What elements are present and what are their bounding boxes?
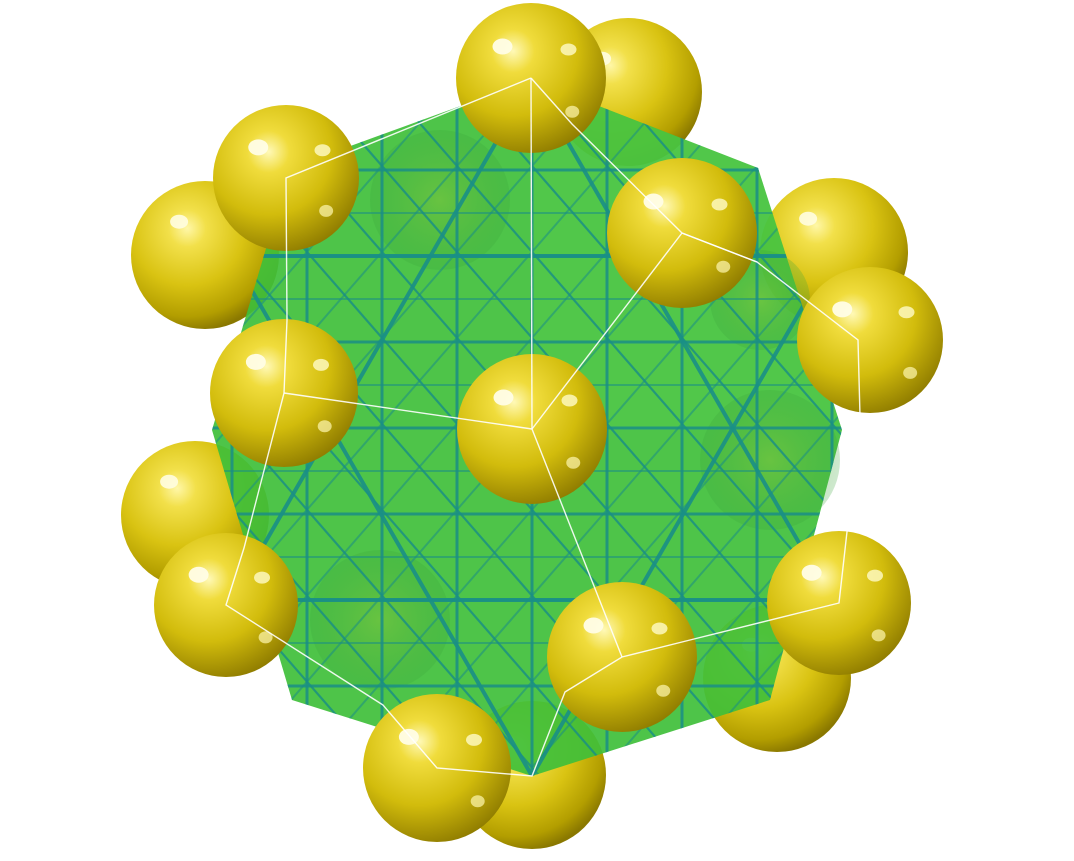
sphere-highlight [317,420,332,433]
lattice-line-diagonal [0,80,82,768]
inner-atom-shadow [370,130,510,270]
sphere-highlight [188,566,209,583]
sphere-highlight [560,43,577,56]
sphere-highlight [643,193,664,210]
sphere-highlight [566,456,581,469]
bond-line [531,428,623,658]
lattice-triangle [228,80,836,602]
sphere-highlight [313,358,329,371]
sphere-highlight [466,733,482,746]
sphere-highlight [565,105,580,118]
lattice-line-diagonal [681,80,842,769]
lattice-line-diagonal [907,80,1074,768]
sphere-highlight [651,622,668,635]
sphere-highlight [160,474,179,489]
sphere-highlight [493,389,514,406]
sphere-highlight [898,306,915,319]
lattice-line-diagonal [0,80,82,768]
sphere-highlight [170,214,189,229]
sphere-highlight [492,38,513,55]
bond-line [681,232,758,263]
sphere-highlight [801,564,822,581]
bond-line [531,232,683,430]
sphere-highlight [832,301,853,318]
lattice-line-diagonal [606,80,842,769]
sphere-highlight [258,631,273,644]
sphere-highlight [867,569,883,582]
sphere-highlight [903,366,918,379]
sphere-highlight [254,571,270,584]
lattice-line-diagonal [0,80,157,768]
lattice-line-diagonal [212,80,383,769]
lattice-line-diagonal [907,80,1074,768]
lattice-line-diagonal [0,80,7,768]
sphere-highlight [245,353,266,370]
lattice-line-diagonal [982,80,1074,768]
lattice-line-diagonal [212,80,458,769]
sphere-highlight [583,617,604,634]
sphere-highlight [716,260,731,273]
lattice-line-diagonal [982,80,1074,768]
lattice-line-diagonal [212,80,683,769]
bond-line [530,77,533,430]
sphere-highlight [871,629,886,642]
sphere-highlight [711,198,728,211]
lattice-line-diagonal [381,80,842,769]
inner-atom-shadow [310,550,450,690]
bond-lines [225,77,861,777]
atom-sphere [797,267,943,413]
sphere-highlight [799,211,818,226]
lattice-line-diagonal [0,80,7,768]
lattice-line-diagonal [1057,80,1074,768]
sphere-highlight [561,394,578,407]
sphere-highlight [248,139,269,156]
lattice-line-diagonal [1057,80,1074,768]
sphere-highlight [314,144,331,157]
sphere-highlight [470,795,485,808]
sphere-highlight [319,204,334,217]
lattice-line-diagonal [0,80,157,768]
sphere-highlight [656,684,671,697]
bond-line [283,392,533,430]
